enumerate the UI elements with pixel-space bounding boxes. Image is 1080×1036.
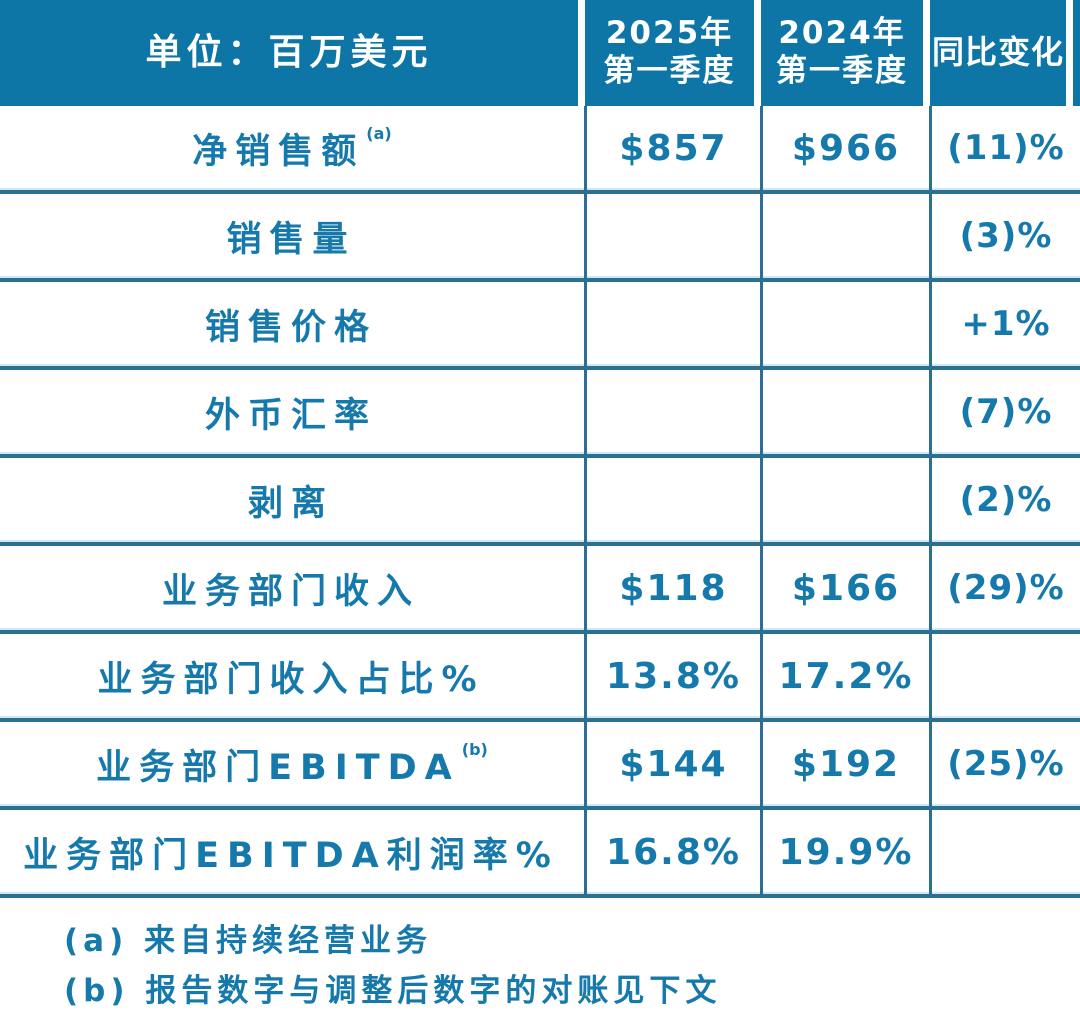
table-row: 外币汇率 (7)% <box>0 370 1080 458</box>
yoy-change-cell <box>929 810 1080 894</box>
value-2025-cell <box>584 458 760 542</box>
footnotes: (a) 来自持续经营业务 (b) 报告数字与调整后数字的对账见下文 <box>0 898 1080 1007</box>
yoy-change-cell <box>929 634 1080 718</box>
row-label: 业务部门收入 <box>161 571 420 612</box>
value-2025-cell: $118 <box>584 546 760 630</box>
row-label: 销售价格 <box>204 307 377 348</box>
table-row: 销售量 (3)% <box>0 194 1080 282</box>
header-gap <box>923 0 930 106</box>
value-2025: $857 <box>619 127 728 169</box>
row-label-cell: 业务部门收入 <box>0 546 584 630</box>
table-row: 业务部门EBITDA利润率% 16.8% 19.9% <box>0 810 1080 898</box>
yoy-change-cell: (29)% <box>929 546 1080 630</box>
row-label-cell: 销售价格 <box>0 282 584 366</box>
value-2024: 19.9% <box>778 831 914 873</box>
header-gap <box>578 0 585 106</box>
yoy-change-value: +1% <box>961 304 1051 344</box>
row-label: 外币汇率 <box>204 395 377 436</box>
table-row: 业务部门收入 $118 $166 (29)% <box>0 546 1080 634</box>
yoy-change-cell: (3)% <box>929 194 1080 278</box>
yoy-change-cell: (7)% <box>929 370 1080 454</box>
table-row: 净销售额 (a) $857 $966 (11)% <box>0 106 1080 194</box>
col-header-2024-line2: 第一季度 <box>776 53 908 89</box>
value-2024-cell: $192 <box>760 722 929 806</box>
table-header-row: 单位：百万美元 2025年 第一季度 2024年 第一季度 同比变化 <box>0 0 1080 106</box>
value-2025-cell: $144 <box>584 722 760 806</box>
value-2025-cell <box>584 282 760 366</box>
unit-header-cell: 单位：百万美元 <box>0 0 578 106</box>
value-2024-cell: $166 <box>760 546 929 630</box>
value-2024: $192 <box>791 743 901 785</box>
value-2025-cell: 13.8% <box>584 634 760 718</box>
row-label: 业务部门EBITDA利润率% <box>23 835 559 876</box>
value-2024: $966 <box>791 127 901 169</box>
table-row: 销售价格 +1% <box>0 282 1080 370</box>
col-header-yoy-label: 同比变化 <box>931 33 1064 72</box>
col-header-2025-q1: 2025年 第一季度 <box>585 0 754 106</box>
yoy-change-value: (25)% <box>947 744 1065 784</box>
value-2024-cell <box>760 282 929 366</box>
table-body: 净销售额 (a) $857 $966 (11)% 销售量 (3) <box>0 106 1080 898</box>
value-2025-cell: $857 <box>584 106 760 190</box>
yoy-change-value: (2)% <box>959 480 1053 520</box>
row-label-cell: 销售量 <box>0 194 584 278</box>
value-2024: $166 <box>791 567 901 609</box>
row-label-cell: 外币汇率 <box>0 370 584 454</box>
row-label-cell: 净销售额 (a) <box>0 106 584 190</box>
value-2025-cell <box>584 370 760 454</box>
financial-table: 单位：百万美元 2025年 第一季度 2024年 第一季度 同比变化 净销售额(… <box>0 0 1080 1007</box>
header-gap <box>1066 0 1073 106</box>
row-label-cell: 业务部门收入占比% <box>0 634 584 718</box>
row-label: 业务部门收入占比% <box>97 659 485 700</box>
row-footnote-marker: (b) <box>461 740 488 759</box>
value-2024: 17.2% <box>778 655 914 697</box>
row-label: 净销售额 <box>192 131 365 172</box>
value-2025: 16.8% <box>606 831 741 873</box>
row-label: 销售量 <box>226 219 356 260</box>
row-label: 剥离 <box>247 483 334 524</box>
row-footnote-marker: (a) <box>366 124 392 143</box>
yoy-change-value: (29)% <box>947 568 1065 608</box>
col-header-2025-line2: 第一季度 <box>603 53 736 89</box>
value-2025-cell <box>584 194 760 278</box>
yoy-change-value: (11)% <box>947 128 1065 168</box>
yoy-change-cell: (2)% <box>929 458 1080 542</box>
table-row: 剥离 (2)% <box>0 458 1080 546</box>
value-2024-cell: 17.2% <box>760 634 929 718</box>
value-2024-cell: 19.9% <box>760 810 929 894</box>
col-header-2024-line1: 2024年 <box>778 15 906 52</box>
row-label: 业务部门EBITDA <box>96 747 460 788</box>
yoy-change-value: (3)% <box>959 216 1053 256</box>
row-label-cell: 业务部门EBITDA (b) <box>0 722 584 806</box>
value-2024-cell <box>760 458 929 542</box>
yoy-change-cell: (25)% <box>929 722 1080 806</box>
value-2024-cell <box>760 194 929 278</box>
value-2024-cell <box>760 370 929 454</box>
yoy-change-cell: (11)% <box>929 106 1080 190</box>
header-gap <box>754 0 761 106</box>
table-row: 业务部门收入占比% 13.8% 17.2% <box>0 634 1080 722</box>
table-row: 业务部门EBITDA (b) $144 $192 (25)% <box>0 722 1080 810</box>
header-cropped-sliver <box>1073 0 1080 106</box>
row-label-cell: 剥离 <box>0 458 584 542</box>
col-header-2024-q1: 2024年 第一季度 <box>761 0 923 106</box>
col-header-2025-line1: 2025年 <box>605 15 734 52</box>
row-label-cell: 业务部门EBITDA利润率% <box>0 810 584 894</box>
value-2025: $118 <box>619 567 728 609</box>
unit-header-label: 单位：百万美元 <box>145 32 433 74</box>
value-2024-cell: $966 <box>760 106 929 190</box>
value-2025: $144 <box>619 743 728 785</box>
yoy-change-value: (7)% <box>959 392 1053 432</box>
value-2025-cell: 16.8% <box>584 810 760 894</box>
col-header-yoy: 同比变化 <box>930 0 1066 106</box>
footnote-b: (b) 报告数字与调整后数字的对账见下文 <box>64 973 722 1009</box>
value-2025: 13.8% <box>606 655 741 697</box>
yoy-change-cell: +1% <box>929 282 1080 366</box>
footnote-a: (a) 来自持续经营业务 <box>64 923 433 959</box>
